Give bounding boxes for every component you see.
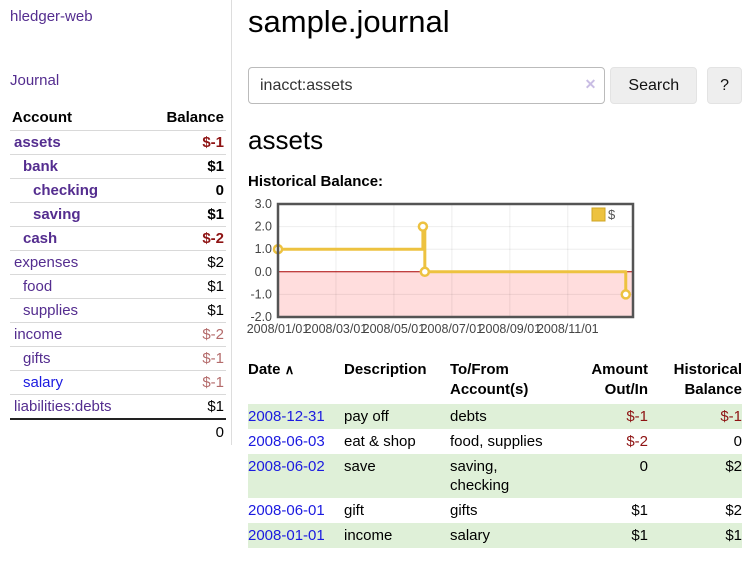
accounts-header-balance: Balance [166, 109, 224, 126]
sort-asc-icon: ∧ [284, 362, 295, 377]
transaction-date-link[interactable]: 2008-06-01 [248, 502, 325, 519]
transaction-description: income [344, 527, 393, 544]
svg-text:3.0: 3.0 [255, 197, 272, 211]
search-input-wrap: ✕ [248, 67, 606, 104]
app-brand-link[interactable]: hledger-web [10, 8, 93, 25]
sidebar-account-supplies[interactable]: supplies $1 [10, 298, 226, 322]
accounts-tree: Account Balance assets $-1 bank $1 check… [10, 106, 226, 445]
accounts-header-account: Account [12, 109, 72, 126]
sidebar-account-food[interactable]: food $1 [10, 274, 226, 298]
accounts-header: Account Balance [10, 106, 226, 130]
account-page-title: assets [248, 125, 324, 155]
transaction-amount: $-1 [626, 408, 648, 425]
svg-text:0.0: 0.0 [255, 265, 272, 279]
sidebar-account-bank[interactable]: bank $1 [10, 154, 226, 178]
svg-text:2008/09/01: 2008/09/01 [479, 322, 542, 336]
transaction-date-link[interactable]: 2008-06-02 [248, 458, 325, 475]
sidebar-account-salary[interactable]: salary $-1 [10, 370, 226, 394]
transaction-accounts: food, supplies [450, 433, 543, 450]
clear-search-icon[interactable]: ✕ [584, 76, 597, 92]
sidebar: hledger-web Journal Account Balance asse… [0, 0, 228, 445]
svg-text:2008/01/01: 2008/01/01 [247, 322, 310, 336]
accounts-total: 0 [10, 418, 226, 445]
sidebar-account-income[interactable]: income $-2 [10, 322, 226, 346]
search-input[interactable] [248, 67, 606, 104]
sidebar-account-gifts[interactable]: gifts $-1 [10, 346, 226, 370]
sidebar-account-cash[interactable]: cash $-2 [10, 226, 226, 250]
svg-text:1.0: 1.0 [255, 242, 272, 256]
chart-label: Historical Balance: [248, 173, 384, 190]
transaction-description: save [344, 458, 376, 475]
sidebar-account-expenses[interactable]: expenses $2 [10, 250, 226, 274]
sidebar-account-liabilities-debts[interactable]: liabilities:debts $1 [10, 394, 226, 418]
transaction-accounts: saving, checking [450, 458, 510, 494]
transaction-amount: 0 [639, 458, 648, 475]
transaction-amount: $1 [631, 527, 648, 544]
transaction-date-link[interactable]: 2008-06-03 [248, 433, 325, 450]
transaction-amount: $-2 [626, 433, 648, 450]
sidebar-account-saving[interactable]: saving $1 [10, 202, 226, 226]
search-form: ✕ Search ? [248, 67, 742, 104]
transaction-description: pay off [344, 408, 389, 425]
column-header-accounts: To/From Account(s) [450, 361, 529, 398]
column-header-description: Description [344, 361, 427, 378]
transaction-balance: $1 [725, 527, 742, 544]
sidebar-account-assets[interactable]: assets $-1 [10, 130, 226, 154]
svg-text:-1.0: -1.0 [250, 287, 272, 301]
transaction-description: eat & shop [344, 433, 416, 450]
sidebar-account-checking[interactable]: checking 0 [10, 178, 226, 202]
main-content: sample.journal ✕ Search ? assets Histori… [247, 0, 742, 548]
transaction-balance: 0 [733, 433, 742, 450]
column-header-amount: Amount Out/In [591, 361, 648, 398]
register-row: 2008-01-01 income salary $1 $1 [248, 523, 742, 548]
transaction-date-link[interactable]: 2008-12-31 [248, 408, 325, 425]
register-header-row: Date ∧ Description To/From Account(s) Am… [248, 358, 742, 404]
svg-text:2008/03/01: 2008/03/01 [305, 322, 368, 336]
sidebar-item-journal[interactable]: Journal [10, 72, 60, 89]
transaction-description: gift [344, 502, 365, 519]
transaction-balance: $2 [725, 502, 742, 519]
transaction-balance: $2 [725, 458, 742, 475]
svg-text:$: $ [608, 207, 616, 222]
column-header-date[interactable]: Date ∧ [248, 361, 295, 378]
svg-text:2.0: 2.0 [255, 220, 272, 234]
page-title: sample.journal [248, 4, 450, 39]
transaction-accounts: debts [450, 408, 487, 425]
register-table: Date ∧ Description To/From Account(s) Am… [248, 358, 742, 548]
historical-balance-chart: $3.0 2.0 1.0 0.0 -1.0 -2.0 2008/01/01 2008/03/0… [240, 195, 742, 345]
transaction-amount: $1 [631, 502, 648, 519]
svg-text:-2.0: -2.0 [250, 310, 272, 324]
transaction-accounts: gifts [450, 502, 478, 519]
svg-text:2008/07/01: 2008/07/01 [421, 322, 484, 336]
svg-text:2008/05/01: 2008/05/01 [363, 322, 426, 336]
register-row: 2008-06-03 eat & shop food, supplies $-2… [248, 429, 742, 454]
register-row: 2008-06-02 save saving, checking 0 $2 [248, 454, 742, 498]
help-button[interactable]: ? [707, 67, 742, 104]
transaction-balance: $-1 [720, 408, 742, 425]
svg-text:2008/11/01: 2008/11/01 [537, 322, 599, 336]
search-button[interactable]: Search [610, 67, 698, 104]
transaction-date-link[interactable]: 2008-01-01 [248, 527, 325, 544]
register-row: 2008-12-31 pay off debts $-1 $-1 [248, 404, 742, 429]
register-row: 2008-06-01 gift gifts $1 $2 [248, 498, 742, 523]
transaction-accounts: salary [450, 527, 491, 544]
column-header-balance: Historical Balance [673, 361, 742, 398]
sidebar-divider [231, 0, 232, 445]
